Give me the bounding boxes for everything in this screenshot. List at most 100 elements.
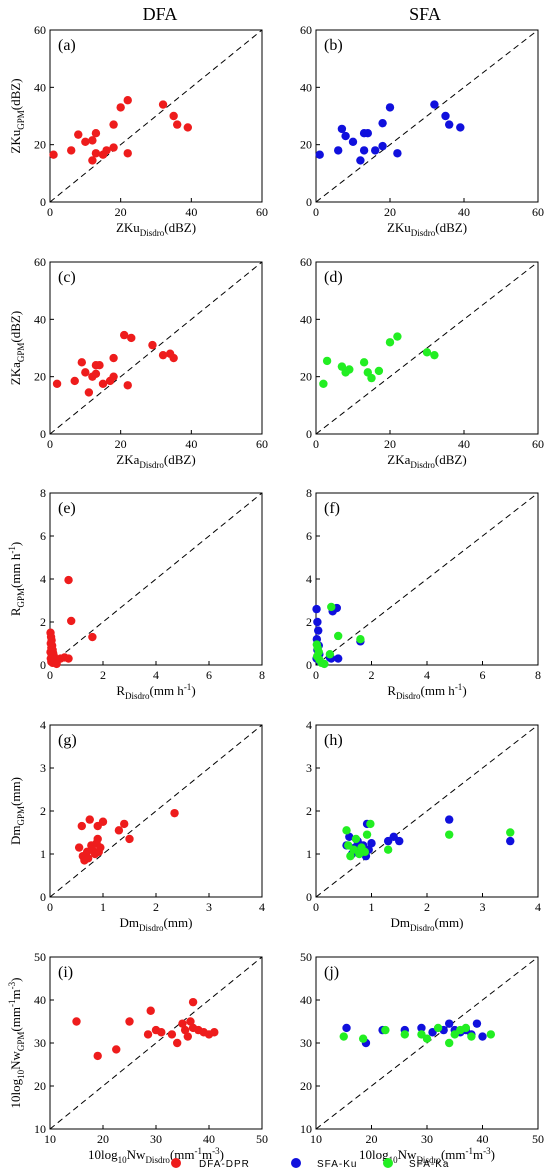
- data-point: [341, 131, 350, 141]
- data-point: [95, 361, 104, 370]
- data-point: [417, 1023, 426, 1033]
- y-tick-label: 0: [40, 427, 46, 441]
- x-tick-label: 0: [47, 437, 53, 451]
- y-tick-label: 4: [306, 718, 312, 732]
- x-axis-label: ZKuDisdro(dBZ): [116, 220, 196, 238]
- legend-label-sfa-ku: SFA-Ku: [317, 1159, 357, 1170]
- data-point: [351, 834, 361, 844]
- x-axis-label: ZKaDisdro(dBZ): [387, 452, 466, 470]
- data-point: [180, 1025, 190, 1035]
- x-tick-label: 40: [477, 1132, 489, 1146]
- y-tick-label: 30: [34, 1036, 46, 1050]
- data-point: [49, 150, 58, 159]
- y-tick-label: 4: [306, 572, 312, 586]
- y-tick-label: 50: [34, 950, 46, 964]
- y-tick-label: 2: [40, 804, 46, 818]
- data-point: [313, 617, 322, 627]
- data-point: [109, 143, 118, 152]
- data-point: [125, 1017, 134, 1026]
- data-point: [123, 381, 132, 390]
- panel-label: (f): [324, 500, 340, 517]
- data-point: [430, 100, 439, 109]
- data-point: [91, 149, 101, 158]
- x-tick-label: 2: [153, 900, 159, 914]
- x-tick-label: 2: [100, 668, 106, 682]
- panel-f: 0 2 4 6 8 0 2 4 6 8 (f) RDisdro(mm h-1): [306, 486, 541, 701]
- x-tick-label: 0: [47, 668, 53, 682]
- data-point: [183, 123, 192, 132]
- plot-frame: [49, 29, 263, 203]
- y-tick-label: 40: [34, 993, 46, 1007]
- data-point: [123, 96, 132, 105]
- panels: 0 20 40 600204060(a)ZKuDisdro(dBZ)ZKuGPM(dB…: [7, 23, 544, 1165]
- data-point: [374, 366, 384, 376]
- x-tick-label: 20: [97, 1132, 109, 1146]
- x-tick-label: 10: [310, 1132, 322, 1146]
- panel-a: 0 20 40 60 0 20 40 60 (a) ZKuDisdro(dBZ) ZKuGPM(dB…: [8, 23, 268, 238]
- y-tick-label: 0: [40, 658, 46, 672]
- panel-label: (c): [58, 269, 76, 286]
- x-tick-label: 20: [115, 205, 127, 219]
- legend: DFA-DPR SFA-Ku SFA-Ka: [171, 1158, 448, 1170]
- one-to-one-line: [315, 261, 539, 435]
- data-point: [127, 333, 136, 343]
- y-tick-label: 10: [300, 1122, 312, 1136]
- y-tick-label: 20: [300, 1079, 312, 1093]
- plot-frame: [49, 261, 263, 435]
- data-point: [334, 654, 343, 663]
- data-point: [88, 156, 97, 165]
- data-point: [506, 828, 515, 837]
- x-tick-label: 40: [185, 437, 197, 451]
- data-point: [312, 604, 321, 614]
- one-to-one-line: [49, 29, 263, 203]
- x-tick-label: 40: [458, 205, 470, 219]
- data-point: [315, 150, 324, 159]
- y-tick-label: 40: [34, 312, 46, 326]
- y-tick-label: 2: [306, 615, 312, 629]
- data-point: [445, 1019, 454, 1028]
- data-point: [445, 120, 454, 129]
- data-point: [169, 111, 178, 121]
- x-tick-label: 40: [185, 205, 197, 219]
- data-point: [167, 1030, 177, 1039]
- data-point: [319, 379, 328, 389]
- x-tick-label: 10: [44, 1132, 56, 1146]
- data-point: [148, 340, 157, 350]
- data-point: [157, 1028, 166, 1037]
- data-point: [433, 1023, 443, 1033]
- y-tick-label: 0: [306, 195, 312, 209]
- data-point: [85, 815, 94, 824]
- data-point: [381, 1025, 390, 1035]
- x-tick-label: 40: [458, 437, 470, 451]
- data-point: [337, 124, 347, 134]
- data-point: [422, 1034, 432, 1043]
- data-point: [359, 146, 369, 155]
- data-point: [383, 845, 393, 854]
- x-tick-label: 6: [206, 668, 212, 682]
- data-point: [445, 830, 454, 839]
- y-tick-label: 60: [300, 255, 312, 269]
- x-axis-label: DmDisdro(mm): [120, 915, 193, 933]
- y-tick-label: 40: [34, 80, 46, 94]
- one-to-one-line: [315, 956, 539, 1130]
- y-axis-label: 10log10NwGPM(mm-1m-3): [7, 978, 26, 1109]
- data-point: [356, 635, 365, 644]
- data-point: [88, 136, 97, 145]
- data-point: [348, 137, 358, 146]
- x-tick-label: 60: [256, 205, 268, 219]
- one-to-one-line: [315, 29, 539, 203]
- x-tick-label: 20: [384, 205, 396, 219]
- data-point: [210, 1028, 219, 1037]
- panel-label: (d): [324, 269, 343, 286]
- one-to-one-line: [49, 492, 263, 666]
- x-tick-label: 60: [532, 437, 544, 451]
- x-tick-label: 4: [424, 668, 430, 682]
- data-point: [169, 353, 178, 363]
- y-tick-label: 3: [306, 761, 312, 775]
- x-axis-label: RDisdro(mm h-1): [116, 682, 195, 701]
- data-point: [378, 141, 387, 151]
- one-to-one-line: [49, 956, 263, 1130]
- y-tick-label: 4: [40, 718, 46, 732]
- y-tick-label: 0: [40, 195, 46, 209]
- y-axis-label: ZKuGPM(dBZ): [8, 78, 26, 153]
